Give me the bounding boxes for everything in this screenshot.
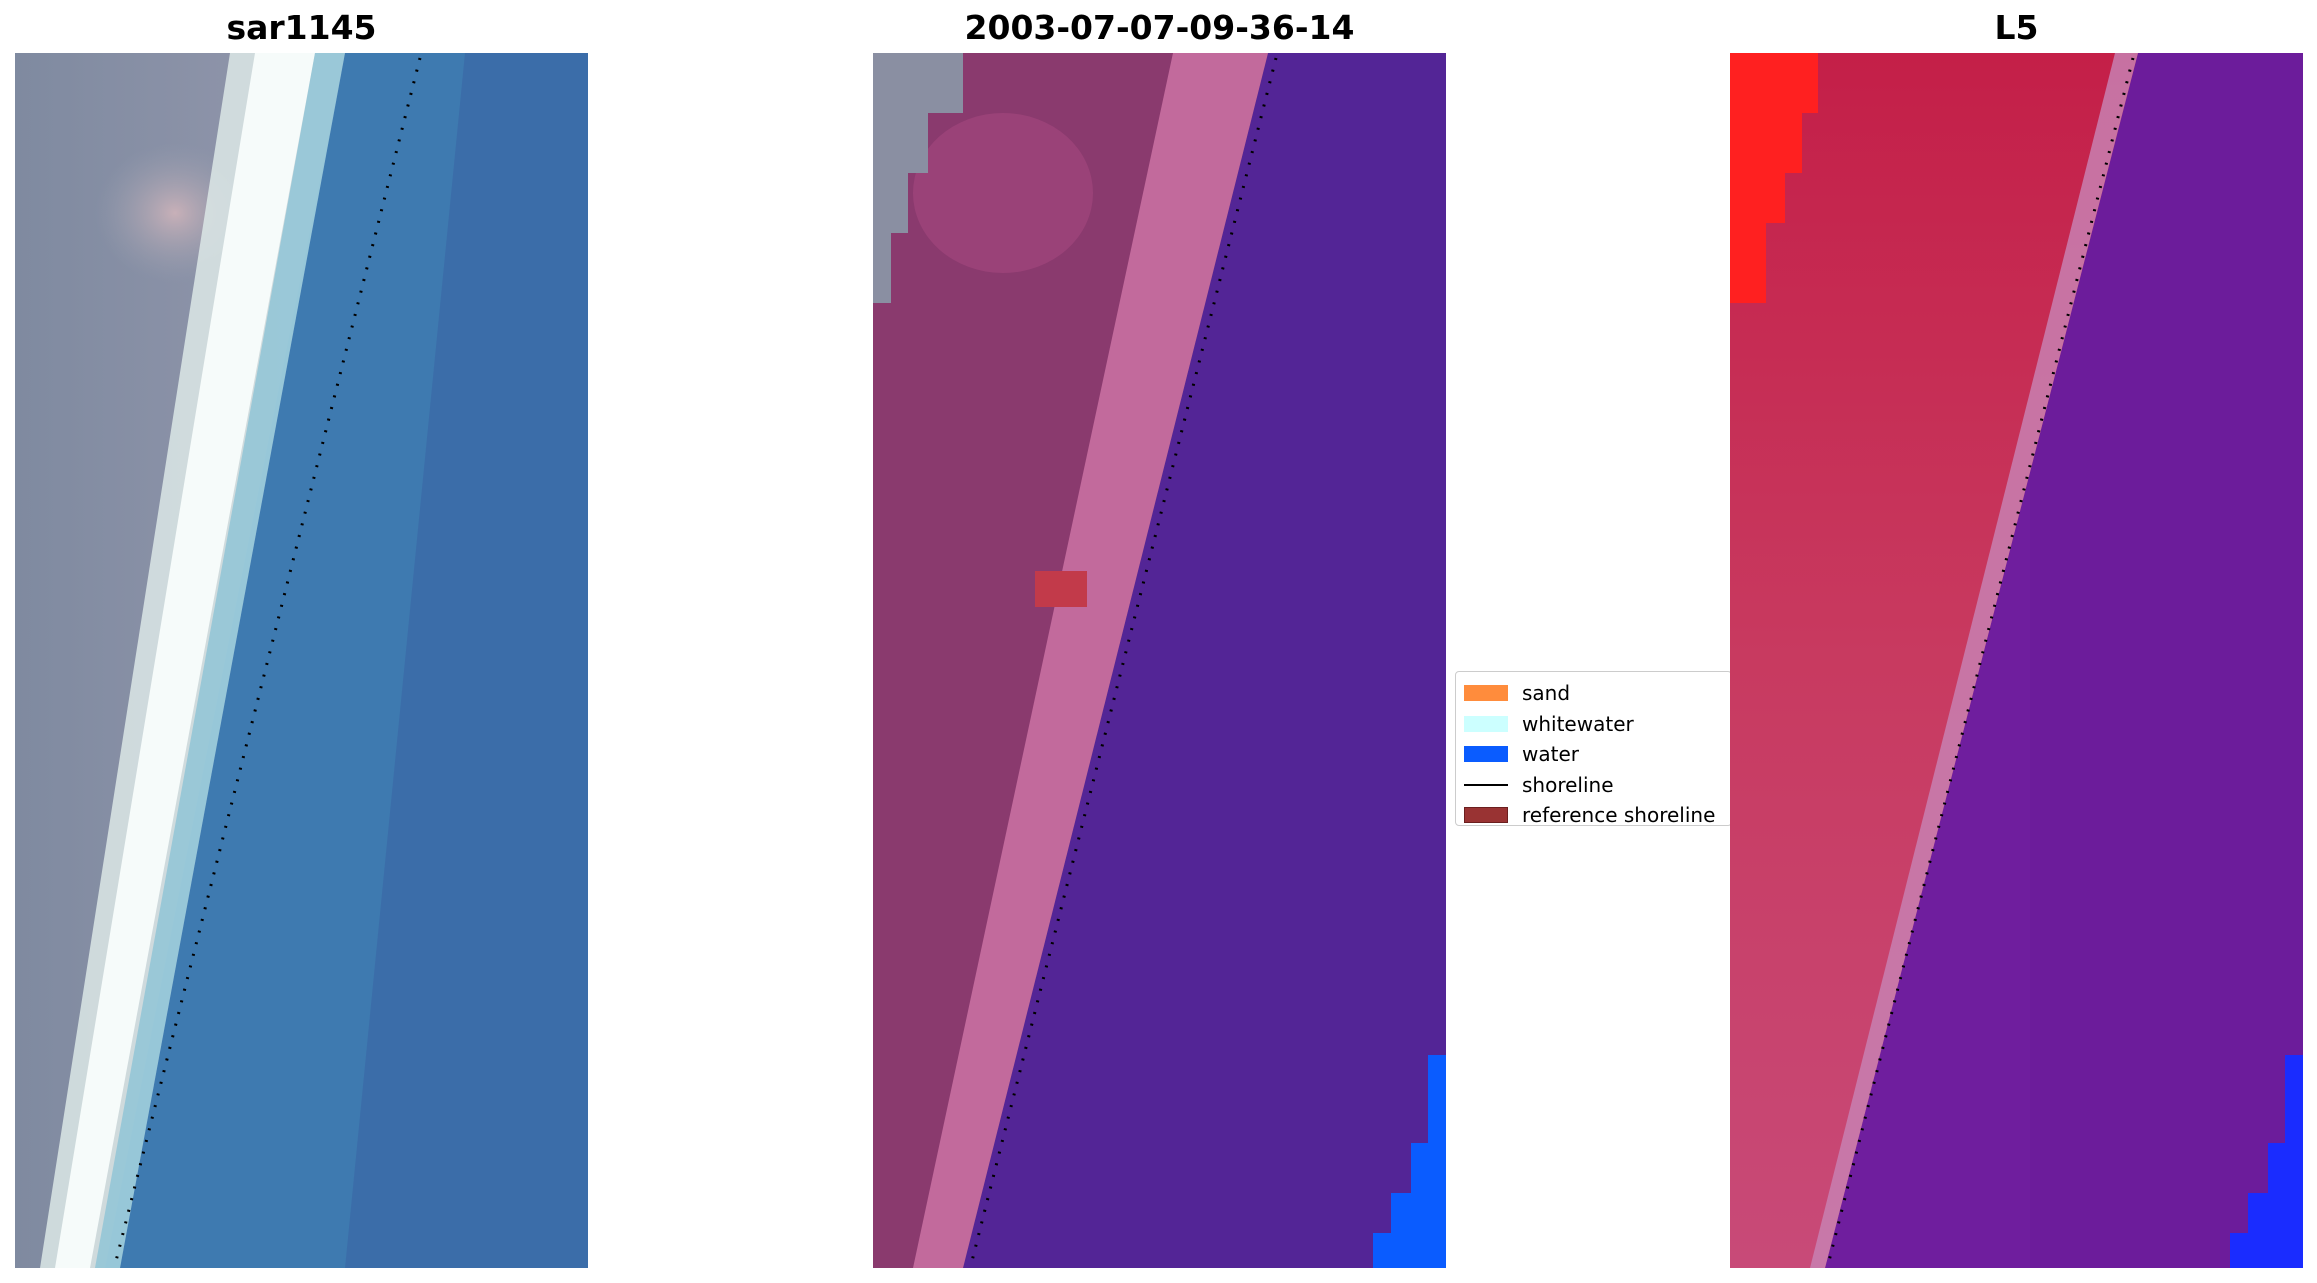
reference-shoreline-swatch [1464, 807, 1508, 824]
panel-title-classification: 2003-07-07-09-36-14 [964, 8, 1355, 47]
classification-panel [873, 53, 1446, 1268]
legend: sand whitewater water shoreline referenc… [1455, 671, 1732, 827]
legend-item-water: water [1464, 739, 1731, 770]
panel-title-index: L5 [1994, 8, 2039, 47]
legend-item-shoreline: shoreline [1464, 770, 1731, 801]
legend-item-whitewater: whitewater [1464, 709, 1731, 740]
water-swatch [1464, 746, 1508, 763]
legend-item-sand: sand [1464, 678, 1731, 709]
panel-title-rgb: sar1145 [226, 8, 377, 47]
index-panel [1730, 53, 2303, 1268]
index-image [1730, 53, 2303, 1268]
classification-image [873, 53, 1446, 1268]
legend-label: whitewater [1522, 711, 1634, 736]
legend-item-reference-shoreline: reference shoreline [1464, 800, 1731, 831]
rgb-image [15, 53, 588, 1268]
legend-label: shoreline [1522, 772, 1614, 797]
whitewater-swatch [1464, 715, 1508, 732]
sand-swatch [1464, 685, 1508, 702]
legend-label: reference shoreline [1522, 803, 1716, 828]
legend-label: water [1522, 742, 1579, 767]
shoreline-swatch [1464, 783, 1508, 786]
rgb-image-panel [15, 53, 588, 1268]
legend-label: sand [1522, 681, 1571, 706]
